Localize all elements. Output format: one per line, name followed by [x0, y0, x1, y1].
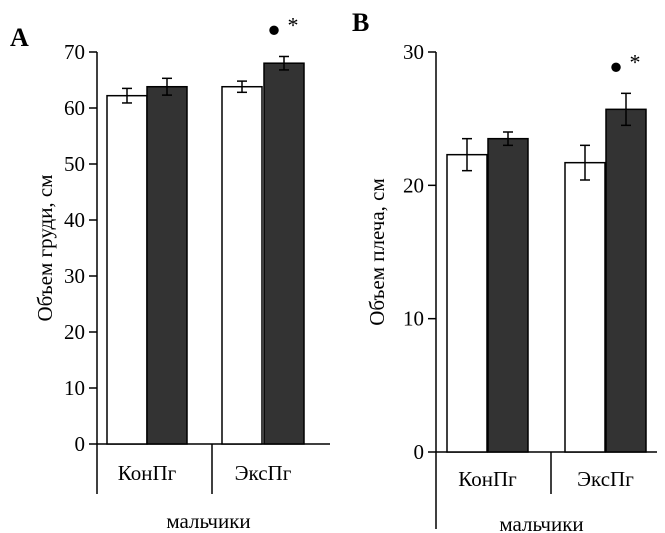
- y-tick-label: 20: [403, 173, 424, 197]
- panel-label: B: [352, 8, 369, 37]
- bar: [263, 62, 305, 445]
- x-category-label: ЭксПг: [235, 461, 292, 485]
- x-category-label: КонПг: [458, 467, 517, 491]
- y-tick-label: 10: [403, 307, 424, 331]
- y-axis-title: Объем плеча, см: [365, 178, 389, 326]
- significance-dot: ●: [609, 53, 622, 78]
- bar: [487, 137, 529, 453]
- bar: [605, 108, 647, 453]
- y-tick-label: 0: [75, 432, 86, 456]
- y-tick-label: 40: [64, 208, 85, 232]
- y-tick-label: 0: [414, 440, 425, 464]
- y-tick-label: 50: [64, 152, 85, 176]
- panel-label: A: [10, 23, 29, 52]
- bar: [564, 161, 606, 453]
- y-tick-label: 10: [64, 376, 85, 400]
- bar: [146, 85, 188, 445]
- x-group-label: мальчики: [499, 512, 583, 533]
- y-tick-label: 20: [64, 320, 85, 344]
- significance-asterisk: *: [630, 49, 641, 74]
- bar: [446, 153, 488, 453]
- y-tick-label: 70: [64, 40, 85, 64]
- x-group-label: мальчики: [166, 509, 250, 533]
- x-category-label: КонПг: [118, 461, 177, 485]
- significance-dot: ●: [267, 16, 280, 41]
- bar: [221, 85, 263, 445]
- x-category-label: ЭксПг: [577, 467, 634, 491]
- y-tick-label: 30: [403, 40, 424, 64]
- y-tick-label: 60: [64, 96, 85, 120]
- y-tick-label: 30: [64, 264, 85, 288]
- significance-asterisk: *: [288, 12, 299, 37]
- bar: [106, 94, 148, 445]
- y-axis-title: Объем груди, см: [33, 174, 57, 321]
